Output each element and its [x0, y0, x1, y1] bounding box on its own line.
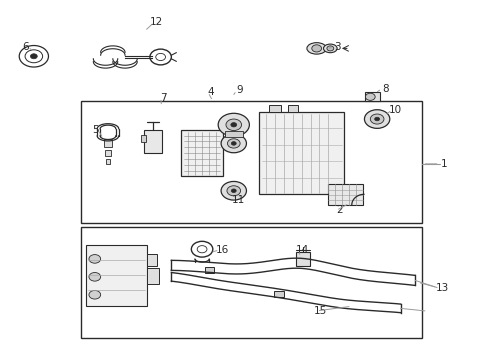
- Text: 15: 15: [313, 306, 326, 316]
- Bar: [141, 135, 146, 142]
- Circle shape: [89, 255, 101, 263]
- Bar: [204, 267, 214, 273]
- Circle shape: [374, 117, 379, 121]
- Bar: [296, 252, 309, 266]
- Text: 10: 10: [388, 105, 402, 115]
- Ellipse shape: [306, 42, 326, 54]
- Bar: [259, 112, 344, 194]
- Bar: [147, 268, 159, 284]
- Text: 11: 11: [231, 195, 244, 205]
- Text: 4: 4: [206, 87, 213, 97]
- Circle shape: [365, 93, 374, 100]
- Text: 5: 5: [92, 125, 99, 135]
- Bar: [106, 159, 110, 164]
- Circle shape: [326, 46, 333, 51]
- Bar: [147, 253, 157, 266]
- Bar: [81, 101, 422, 223]
- Circle shape: [364, 110, 389, 129]
- Circle shape: [30, 54, 37, 59]
- Circle shape: [230, 123, 236, 127]
- Bar: [81, 226, 422, 338]
- Text: 6: 6: [22, 42, 29, 52]
- Bar: [328, 184, 363, 205]
- Circle shape: [227, 139, 240, 148]
- Text: 14: 14: [295, 245, 308, 255]
- Bar: [104, 139, 112, 147]
- Text: 2: 2: [336, 206, 342, 216]
- Text: 1: 1: [440, 159, 447, 169]
- Circle shape: [369, 114, 383, 124]
- Circle shape: [226, 186, 240, 196]
- Circle shape: [225, 119, 241, 131]
- Bar: [273, 291, 283, 297]
- Circle shape: [311, 45, 321, 52]
- Text: 16: 16: [216, 245, 229, 255]
- Text: 13: 13: [434, 283, 447, 293]
- Bar: [224, 131, 242, 137]
- Bar: [365, 92, 379, 101]
- Text: 7: 7: [160, 93, 166, 103]
- Circle shape: [231, 141, 236, 145]
- Bar: [144, 130, 161, 153]
- Circle shape: [89, 291, 101, 299]
- Bar: [268, 105, 281, 112]
- Circle shape: [231, 189, 236, 193]
- Text: 3: 3: [333, 42, 340, 52]
- Text: 9: 9: [236, 85, 243, 95]
- Circle shape: [89, 273, 101, 281]
- Circle shape: [221, 134, 246, 153]
- Bar: [86, 244, 147, 306]
- Circle shape: [218, 113, 249, 136]
- Bar: [105, 149, 111, 156]
- Text: 12: 12: [150, 17, 163, 27]
- Bar: [288, 105, 298, 112]
- Text: 8: 8: [382, 84, 388, 94]
- Ellipse shape: [323, 44, 336, 53]
- Bar: [181, 130, 222, 176]
- Circle shape: [221, 181, 246, 200]
